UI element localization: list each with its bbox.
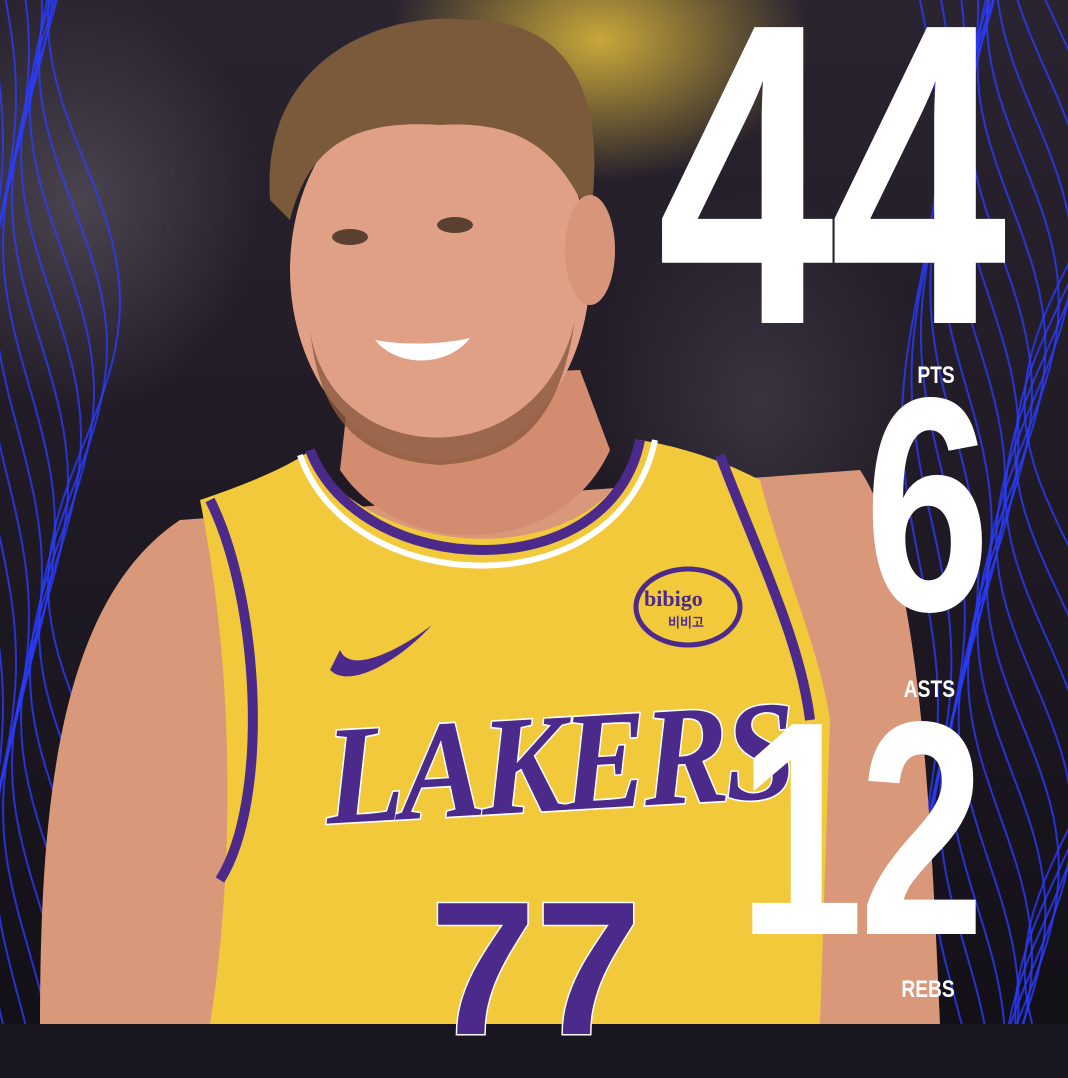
jersey-number: 77 xyxy=(428,862,642,1077)
wave-line xyxy=(995,0,1068,1024)
rebounds-label: REBS xyxy=(901,976,955,1003)
points-label: PTS xyxy=(917,362,955,389)
player-photo xyxy=(40,18,940,1024)
assists-value: 6 xyxy=(864,334,991,675)
points-value: 44 xyxy=(656,0,1007,415)
wave-line xyxy=(1,0,57,1024)
nike-swoosh-logo xyxy=(330,625,432,677)
wave-line xyxy=(976,0,1047,1024)
wave-line xyxy=(957,0,1020,1024)
rebounds-value: 12 xyxy=(737,658,985,999)
wave-line xyxy=(1004,0,1068,1024)
assists-label: ASTS xyxy=(903,676,955,703)
wave-line xyxy=(1023,262,1068,1024)
jersey-sponsor-logo: bibigo xyxy=(644,586,703,611)
wave-line xyxy=(938,0,993,1024)
wave-line xyxy=(1014,0,1068,1024)
wave-line xyxy=(10,0,70,1024)
wave-line xyxy=(0,79,5,769)
jersey-team-wordmark: LAKERS xyxy=(320,670,797,856)
jersey-sponsor-korean: 비비고 xyxy=(668,616,704,631)
wave-line xyxy=(0,0,18,790)
